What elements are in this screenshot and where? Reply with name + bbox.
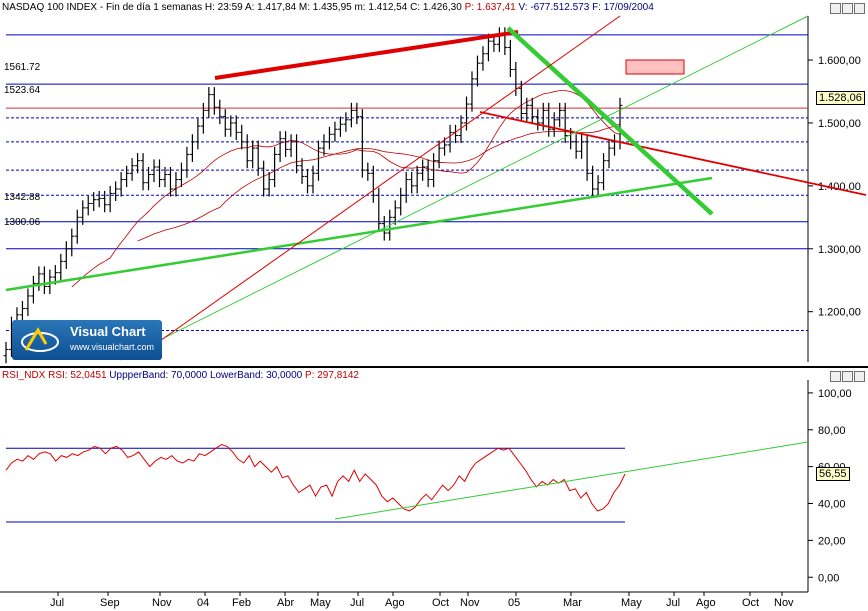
x-tick-label: Ago	[385, 597, 405, 609]
rsi-tick-label: 100,00	[818, 388, 852, 400]
minimize-button[interactable]	[830, 3, 841, 14]
maximize-button[interactable]	[842, 3, 853, 14]
x-tick-label: Sep	[100, 597, 120, 609]
header-low: m: 1.412,54	[354, 2, 408, 13]
x-tick-label: Feb	[232, 597, 251, 609]
last-price-tag: 1.528,06	[816, 91, 865, 105]
x-tick-label: Nov	[152, 597, 172, 609]
red-thin-channel-line	[139, 15, 621, 356]
rsi-lower-band: LowerBand: 30,0000	[209, 370, 303, 381]
moving-average-line	[137, 123, 621, 242]
x-tick-label: Jul	[50, 597, 64, 609]
price-tick-label: 1.200,00	[818, 307, 861, 319]
rsi-upper-band: UppperBand: 70,0000	[109, 370, 208, 381]
timeframe: Fin de día 1 semanas	[105, 2, 203, 13]
header-open: A: 1.417,84	[244, 2, 297, 13]
target-zone	[625, 59, 685, 75]
visual-chart-logo: Visual Chart www.visualchart.com	[12, 320, 162, 360]
x-tick-label: Abr	[277, 597, 294, 609]
rsi-header: RSI_NDX RSI: 52,0451 UppperBand: 70,0000…	[2, 370, 359, 382]
rsi-line	[5, 443, 626, 512]
logo-title: Visual Chart	[70, 324, 146, 339]
x-tick-label: May	[621, 597, 642, 609]
last-rsi-tag: 56,55	[816, 467, 850, 481]
rsi-minimize-button[interactable]	[830, 371, 841, 382]
rsi-tick-label: 80,00	[818, 425, 846, 437]
instrument-name: NASDAQ 100 INDEX	[2, 2, 98, 13]
rsi-close-button[interactable]	[854, 371, 865, 382]
x-tick-label: Oct	[432, 597, 449, 609]
rsi-p: P: 297,8142	[305, 370, 359, 381]
close-button[interactable]	[854, 3, 865, 14]
price-tick-label: 1.300,00	[818, 244, 861, 256]
price-tick-label: 1.500,00	[818, 118, 861, 130]
header-high: M: 1.435,95	[298, 2, 352, 13]
rsi-tick-label: 40,00	[818, 499, 846, 511]
x-tick-label: Mar	[563, 597, 582, 609]
logo-icon	[21, 327, 59, 352]
rsi-tick-label: 20,00	[818, 535, 846, 547]
x-tick-label: 05	[508, 597, 520, 609]
level-label: 1300.06	[4, 217, 41, 228]
header-p: P: 1.637,41	[464, 2, 516, 13]
logo-url: www.visualchart.com	[70, 342, 155, 352]
price-header: NASDAQ 100 INDEX - Fin de día 1 semanas …	[2, 2, 654, 13]
header-date: F: 17/09/2004	[592, 2, 654, 13]
x-tick-label: Ago	[696, 597, 716, 609]
red-trend-line	[479, 111, 867, 196]
rsi-value: RSI: 52,0451	[48, 370, 107, 381]
rsi-trend-line	[334, 441, 809, 520]
x-tick-label: Oct	[742, 597, 759, 609]
level-label: 1342.88	[4, 192, 41, 203]
rsi-maximize-button[interactable]	[842, 371, 853, 382]
price-tick-label: 1.600,00	[818, 55, 861, 67]
price-tick-label: 1.400,00	[818, 181, 861, 193]
x-tick-label: Jul	[666, 597, 680, 609]
panel-separator[interactable]	[0, 366, 868, 368]
x-tick-label: 04	[197, 597, 209, 609]
rsi-tick-label: 0,00	[818, 572, 839, 584]
moving-average-line	[71, 90, 621, 288]
green-support-line	[5, 176, 713, 292]
header-h: H: 23:59	[204, 2, 243, 13]
green-downtrend-line	[506, 26, 714, 216]
x-tick-label: Nov	[774, 597, 794, 609]
x-tick-label: May	[310, 597, 331, 609]
level-label: 1561.72	[4, 62, 41, 73]
green-thin-channel-line	[119, 15, 809, 361]
level-label: 1523.64	[4, 85, 41, 96]
header-close: C: 1.426,30	[410, 2, 462, 13]
x-tick-label: Jul	[350, 597, 364, 609]
x-tick-label: Nov	[460, 597, 480, 609]
rsi-name: RSI_NDX	[2, 370, 46, 381]
header-volume: V: -677.512.573	[518, 2, 590, 13]
red-resistance-line	[214, 30, 519, 80]
